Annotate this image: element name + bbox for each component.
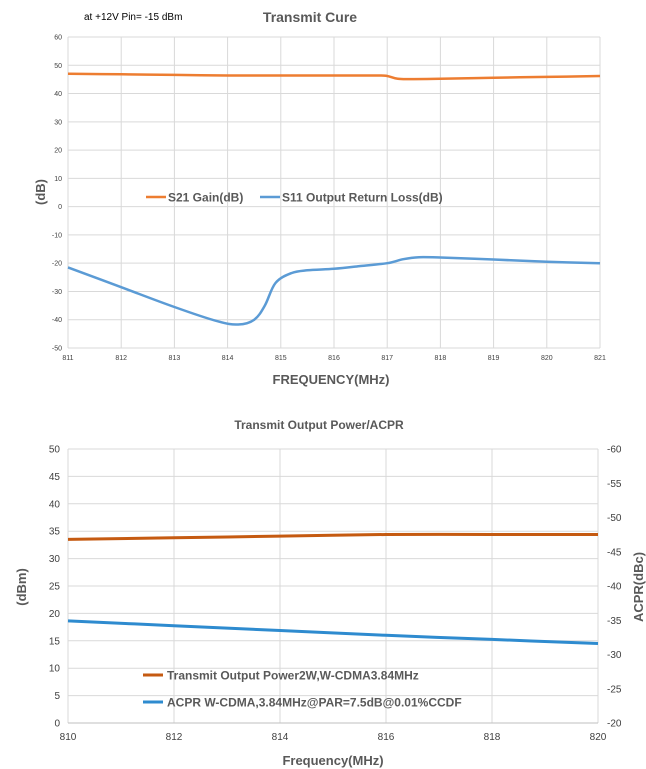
y2-axis-label: ACPR(dBc) — [631, 552, 646, 622]
x-tick-label: 817 — [381, 355, 393, 362]
y-tick-label: 50 — [49, 445, 61, 456]
y2-tick-label: -40 — [607, 582, 622, 593]
series-line-s21-gain — [67, 72, 601, 81]
x-tick-label: 821 — [594, 355, 606, 362]
y-tick-label: 10 — [49, 664, 61, 675]
x-tick-label: 820 — [590, 732, 607, 743]
x-tick-label: 818 — [484, 732, 501, 743]
y2-tick-label: -45 — [607, 547, 622, 558]
chart-transmit-cure: 811 812 813 814 815 816 817 818 819 820 821 -50 -40 -… — [33, 9, 606, 387]
x-tick-label: 811 — [62, 355, 73, 362]
y2-tick-label: -50 — [607, 513, 622, 524]
y-tick-label: 25 — [49, 582, 61, 593]
y-tick-label: 50 — [54, 63, 62, 70]
legend-entry: Transmit Output Power2W,W-CDMA3.84MHz — [167, 669, 419, 683]
y-tick-label: 0 — [54, 719, 60, 730]
x-tick-label: 815 — [275, 355, 287, 362]
y-tick-label: -40 — [52, 317, 62, 324]
y-tick-label: 5 — [54, 691, 60, 702]
series-line-s11-return-loss — [67, 255, 601, 326]
x-tick-label: 816 — [328, 355, 340, 362]
y-tick-label: 10 — [54, 176, 62, 183]
y-tick-label: 30 — [54, 119, 62, 126]
y-tick-label: 30 — [49, 554, 61, 565]
x-tick-label: 816 — [378, 732, 395, 743]
y-tick-label: 15 — [49, 636, 61, 647]
x-tick-label: 820 — [541, 355, 553, 362]
y-tick-label: 35 — [49, 527, 61, 538]
chart-title: Transmit Cure — [263, 9, 357, 25]
x-tick-label: 810 — [60, 732, 77, 743]
legend-entry: ACPR W-CDMA,3.84MHz@PAR=7.5dB@0.01%CCDF — [167, 696, 462, 710]
y-axis-label: (dBm) — [14, 568, 29, 606]
x-tick-label: 813 — [169, 355, 181, 362]
y2-tick-label: -20 — [607, 719, 622, 730]
x-tick-label: 814 — [272, 732, 289, 743]
y2-tick-label: -35 — [607, 616, 622, 627]
y-tick-label: 20 — [49, 609, 61, 620]
legend-entry: S11 Output Return Loss(dB) — [282, 191, 443, 205]
y2-tick-label: -25 — [607, 684, 622, 695]
y-tick-label: -50 — [52, 346, 62, 353]
x-tick-label: 812 — [115, 355, 127, 362]
y2-tick-label: -60 — [607, 445, 622, 456]
legend-entry: S21 Gain(dB) — [168, 191, 243, 205]
chart-transmit-output-power-acpr: 810 812 814 816 818 820 0 5 10 15 20 25 30 35 40 45 50 -2… — [14, 418, 646, 768]
y2-tick-label: -30 — [607, 650, 622, 661]
y-tick-label: -30 — [52, 289, 62, 296]
y-tick-label: 60 — [54, 35, 62, 42]
chart-title: Transmit Output Power/ACPR — [234, 418, 404, 432]
y-axis-label: (dB) — [33, 179, 48, 205]
x-tick-label: 812 — [166, 732, 183, 743]
y-tick-label: 45 — [49, 472, 61, 483]
series-line-output-power — [67, 532, 598, 541]
y-tick-label: -20 — [52, 261, 62, 268]
x-axis-label: Frequency(MHz) — [282, 753, 383, 768]
series-line-acpr — [67, 619, 599, 645]
y2-tick-label: -55 — [607, 479, 622, 490]
x-tick-label: 814 — [222, 355, 234, 362]
x-axis-label: FREQUENCY(MHz) — [273, 372, 390, 387]
y-tick-label: 20 — [54, 148, 62, 155]
x-tick-label: 818 — [435, 355, 447, 362]
y-tick-label: 0 — [58, 204, 62, 211]
y-tick-label: -10 — [52, 232, 62, 239]
y-tick-label: 40 — [49, 499, 61, 510]
chart-subtitle: at +12V Pin= -15 dBm — [84, 12, 182, 23]
x-tick-label: 819 — [488, 355, 500, 362]
y-tick-label: 40 — [54, 91, 62, 98]
